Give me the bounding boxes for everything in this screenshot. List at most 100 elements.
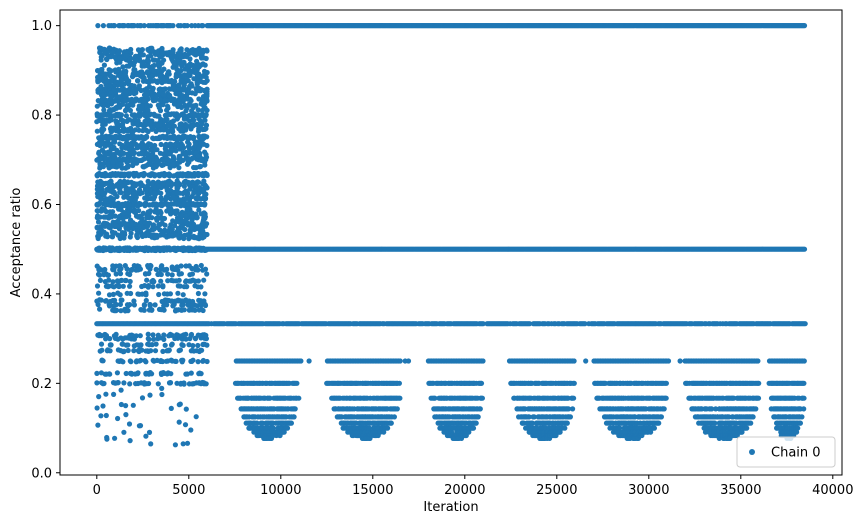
data-point bbox=[168, 119, 174, 125]
data-point bbox=[108, 172, 114, 178]
data-point bbox=[158, 134, 164, 140]
data-point bbox=[107, 223, 113, 229]
data-point bbox=[132, 197, 138, 203]
data-point bbox=[153, 94, 159, 101]
data-point bbox=[95, 171, 101, 177]
data-point bbox=[106, 108, 113, 114]
data-point bbox=[145, 129, 151, 135]
data-point bbox=[176, 348, 182, 354]
data-point bbox=[186, 180, 192, 186]
data-point bbox=[144, 195, 151, 201]
data-point bbox=[193, 141, 199, 148]
data-point bbox=[202, 291, 208, 297]
data-point bbox=[94, 119, 100, 125]
data-point bbox=[190, 103, 196, 109]
data-point bbox=[142, 283, 148, 289]
data-point bbox=[134, 121, 140, 127]
data-point bbox=[107, 182, 113, 188]
data-point bbox=[158, 278, 164, 284]
data-point bbox=[159, 50, 165, 56]
data-point bbox=[187, 272, 193, 278]
data-point bbox=[152, 302, 158, 308]
data-point bbox=[158, 246, 164, 252]
data-point bbox=[144, 277, 150, 283]
data-point bbox=[162, 143, 168, 149]
data-point bbox=[191, 233, 197, 239]
data-point bbox=[165, 271, 171, 277]
data-point bbox=[130, 161, 136, 167]
data-point bbox=[179, 213, 185, 219]
data-point bbox=[203, 112, 209, 118]
data-point bbox=[185, 71, 192, 77]
data-point bbox=[202, 231, 208, 238]
data-point bbox=[150, 196, 157, 202]
data-point bbox=[96, 290, 102, 296]
data-point bbox=[99, 133, 105, 139]
data-point bbox=[203, 122, 210, 128]
data-point bbox=[172, 245, 178, 251]
data-point bbox=[146, 79, 152, 85]
data-point bbox=[101, 126, 107, 132]
data-point bbox=[202, 192, 208, 198]
data-point bbox=[155, 381, 161, 387]
data-point bbox=[480, 321, 486, 327]
data-point bbox=[179, 142, 185, 148]
data-point bbox=[146, 172, 152, 178]
data-point bbox=[95, 23, 101, 29]
data-point bbox=[171, 123, 177, 129]
data-point bbox=[197, 163, 204, 170]
data-point bbox=[172, 208, 178, 215]
data-point bbox=[100, 102, 106, 109]
data-point bbox=[97, 155, 103, 161]
data-point bbox=[108, 202, 114, 208]
data-point bbox=[118, 266, 124, 272]
data-point bbox=[154, 113, 160, 119]
data-point bbox=[98, 57, 104, 63]
data-point bbox=[111, 246, 117, 252]
data-point bbox=[151, 68, 157, 74]
data-point bbox=[184, 105, 190, 111]
data-point bbox=[176, 165, 182, 171]
data-point bbox=[140, 52, 146, 58]
data-point bbox=[124, 76, 130, 82]
data-point bbox=[97, 214, 103, 220]
data-point bbox=[117, 188, 123, 194]
points-layer bbox=[94, 23, 808, 448]
data-point bbox=[130, 191, 137, 197]
data-point bbox=[100, 112, 106, 118]
data-point bbox=[118, 161, 124, 167]
data-point bbox=[102, 173, 108, 179]
data-point bbox=[108, 54, 114, 60]
data-point bbox=[124, 221, 130, 227]
data-point bbox=[115, 290, 121, 296]
data-point bbox=[198, 211, 204, 217]
data-point bbox=[113, 133, 119, 139]
data-point bbox=[202, 71, 208, 77]
data-point bbox=[159, 230, 165, 236]
data-point bbox=[173, 74, 179, 80]
data-point bbox=[191, 117, 197, 123]
data-point bbox=[113, 183, 119, 189]
data-point bbox=[150, 332, 156, 338]
data-point bbox=[178, 263, 184, 269]
data-point bbox=[164, 107, 170, 113]
data-point bbox=[200, 61, 206, 67]
data-point bbox=[139, 61, 145, 67]
data-point bbox=[198, 262, 204, 269]
data-point bbox=[197, 301, 203, 308]
data-point bbox=[179, 342, 185, 348]
data-point bbox=[162, 76, 168, 82]
data-point bbox=[123, 89, 129, 95]
data-point bbox=[127, 278, 133, 285]
data-point bbox=[100, 164, 106, 170]
data-point bbox=[665, 358, 672, 364]
data-point bbox=[181, 200, 187, 206]
data-point bbox=[202, 266, 209, 272]
data-point bbox=[151, 279, 157, 285]
data-point bbox=[151, 78, 157, 84]
data-point bbox=[133, 381, 139, 387]
data-point bbox=[121, 380, 127, 386]
data-point bbox=[116, 215, 122, 221]
data-point bbox=[182, 226, 188, 233]
data-point bbox=[101, 246, 107, 252]
